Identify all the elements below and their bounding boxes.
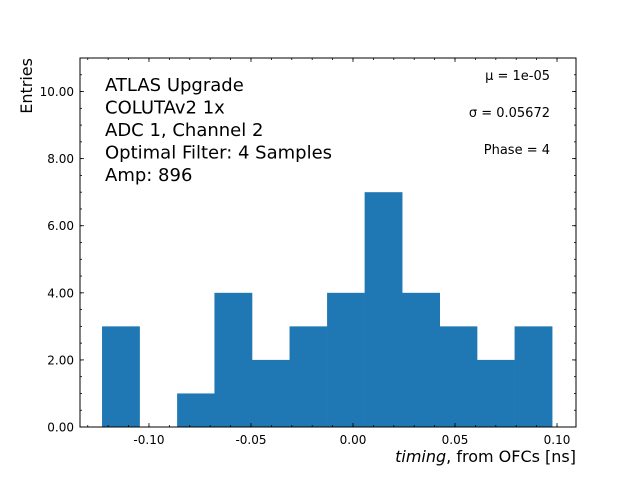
x-axis-label-rest: , from OFCs [ns]: [446, 447, 576, 466]
histogram-bar: [177, 393, 215, 427]
histogram-bar: [364, 192, 403, 427]
y-tick-label: 10.00: [40, 85, 74, 99]
annotation-text: Optimal Filter: 4 Samples: [105, 143, 332, 164]
y-tick-label: 8.00: [47, 152, 74, 166]
annotation-text: Amp: 896: [105, 165, 192, 186]
x-tick-label: 0.10: [544, 433, 571, 447]
histogram-bar: [402, 292, 441, 427]
y-tick-label: 0.00: [47, 421, 74, 435]
histogram-bar: [214, 292, 253, 427]
x-axis-label: timing, from OFCs [ns]: [395, 447, 576, 466]
stat-annotation: μ = 1e-05: [485, 69, 550, 84]
histogram-bar: [289, 326, 328, 427]
annotations-right: μ = 1e-05 σ = 0.05672 Phase = 4: [469, 69, 550, 158]
plot-frame: [79, 57, 577, 428]
x-tick-label: 0.00: [340, 433, 367, 447]
annotation-text: ATLAS Upgrade: [105, 75, 244, 96]
y-tick-label: 4.00: [47, 286, 74, 300]
stat-annotation: σ = 0.05672: [469, 106, 550, 121]
y-tick-label: 6.00: [47, 219, 74, 233]
y-axis-label: Entries: [17, 58, 36, 114]
histogram-bar: [514, 326, 553, 427]
histogram-bar: [327, 292, 365, 427]
x-tick-label: 0.05: [442, 433, 469, 447]
annotation-text: COLUTAv2 1x: [105, 98, 225, 119]
x-tick-label: -0.10: [133, 433, 164, 447]
bars: [102, 192, 553, 427]
stat-annotation: Phase = 4: [484, 143, 550, 158]
x-tick-label: -0.05: [235, 433, 266, 447]
histogram-bar: [102, 326, 140, 427]
histogram-bar: [251, 359, 290, 427]
x-axis-label-italic: timing: [395, 447, 446, 466]
histogram-bar: [477, 359, 515, 427]
ticks: -0.10 -0.05 0.00 0.05 0.10 0.00 2.00 4.00 6.00 8.…: [40, 57, 576, 447]
y-tick-label: 2.00: [47, 353, 74, 367]
histogram-bar: [439, 326, 478, 427]
annotation-text: ADC 1, Channel 2: [105, 120, 263, 141]
